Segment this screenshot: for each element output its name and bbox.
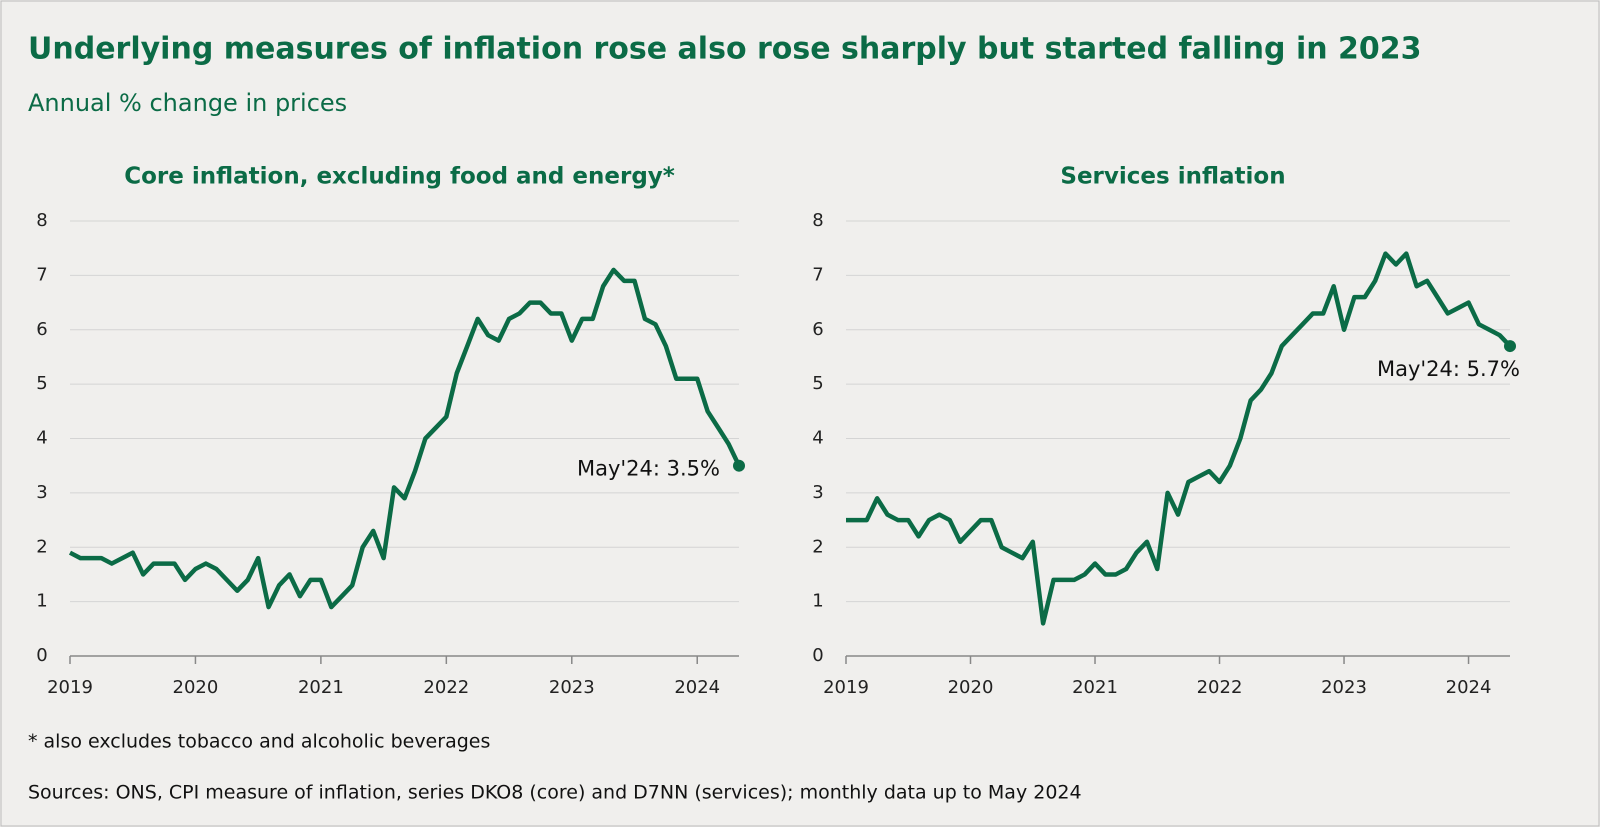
y-tick-label: 3 <box>36 482 47 503</box>
y-tick-label: 6 <box>36 319 47 340</box>
x-tick-label: 2023 <box>1321 677 1367 698</box>
y-tick-label: 7 <box>36 264 47 285</box>
y-tick-label: 1 <box>36 591 47 612</box>
y-tick-label: 4 <box>36 428 47 449</box>
x-tick-label: 2020 <box>173 677 219 698</box>
y-tick-label: 6 <box>812 319 823 340</box>
y-tick-label: 0 <box>812 645 823 666</box>
y-tick-label: 8 <box>36 210 47 231</box>
x-tick-label: 2020 <box>948 677 994 698</box>
annotation: May'24: 5.7% <box>1377 357 1520 381</box>
line <box>846 251 1512 626</box>
y-tick-label: 1 <box>812 591 823 612</box>
x-tick-label: 2022 <box>1197 677 1243 698</box>
x-tick-label: 2024 <box>1446 677 1492 698</box>
chart-title: Core inflation, excluding food and energ… <box>124 164 675 190</box>
y-tick-label: 0 <box>36 645 47 666</box>
x-tick-label: 2022 <box>423 677 469 698</box>
x-tick-label: 2019 <box>47 677 93 698</box>
x-tick-label: 2024 <box>674 677 720 698</box>
page-title: Underlying measures of inflation rose al… <box>28 32 1422 67</box>
page-subtitle: Annual % change in prices <box>28 89 347 117</box>
chart-title: Services inflation <box>1060 164 1285 190</box>
y-tick-label: 4 <box>812 428 823 449</box>
annotation: May'24: 3.5% <box>577 457 720 481</box>
y-tick-label: 2 <box>36 536 47 557</box>
y-tick-label: 7 <box>812 264 823 285</box>
end-point <box>1504 340 1516 353</box>
x-tick-label: 2023 <box>549 677 595 698</box>
end-point <box>733 459 745 472</box>
y-tick-label: 8 <box>812 210 823 231</box>
y-tick-label: 2 <box>812 536 823 557</box>
x-tick-label: 2021 <box>298 677 344 698</box>
y-tick-label: 5 <box>36 373 47 394</box>
footnote: * also excludes tobacco and alcoholic be… <box>28 731 490 753</box>
x-tick-label: 2021 <box>1072 677 1118 698</box>
x-tick-label: 2019 <box>823 677 869 698</box>
y-tick-label: 5 <box>812 373 823 394</box>
source: Sources: ONS, CPI measure of inflation, … <box>28 782 1082 804</box>
line <box>68 267 742 610</box>
y-tick-label: 3 <box>812 482 823 503</box>
